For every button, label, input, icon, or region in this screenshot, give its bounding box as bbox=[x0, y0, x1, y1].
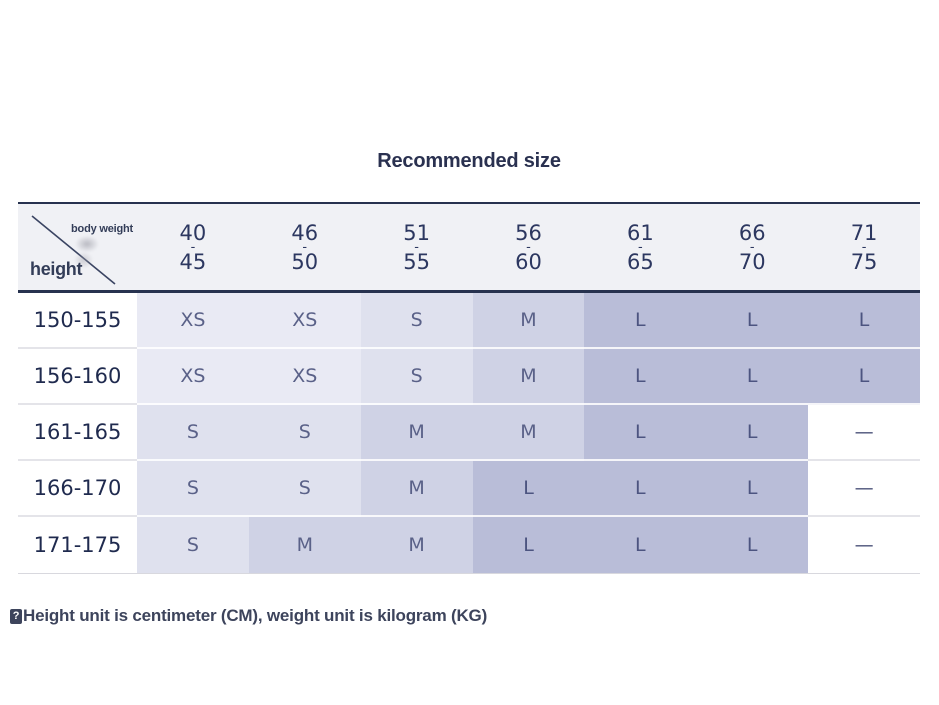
size-cell: M bbox=[360, 461, 473, 517]
size-cell: M bbox=[360, 405, 473, 461]
weight-to: 60 bbox=[515, 249, 542, 274]
weight-dash: - bbox=[302, 239, 308, 255]
size-cell: L bbox=[584, 461, 697, 517]
weight-from: 51 bbox=[403, 220, 430, 245]
body-weight-axis-label: body weight bbox=[71, 223, 133, 235]
height-axis-label: height bbox=[30, 259, 83, 279]
weight-to: 65 bbox=[626, 249, 654, 274]
size-cell: XS bbox=[248, 349, 361, 405]
weight-dash: - bbox=[190, 239, 196, 255]
footnote-text: Height unit is centimeter (CM), weight u… bbox=[23, 606, 488, 625]
weight-to: 55 bbox=[403, 249, 430, 274]
weight-from: 46 bbox=[291, 220, 319, 245]
size-cell: M bbox=[472, 405, 585, 461]
weight-from: 66 bbox=[738, 220, 766, 245]
size-cell: L bbox=[808, 349, 920, 405]
weight-to: 50 bbox=[291, 249, 319, 274]
height-range-label: 150-155 bbox=[18, 293, 137, 349]
size-cell: L bbox=[696, 461, 809, 517]
size-cell: L bbox=[584, 405, 697, 461]
weight-range-header-0: 40-45 bbox=[137, 204, 249, 290]
size-cell: L bbox=[808, 293, 920, 349]
size-cell: S bbox=[137, 517, 249, 573]
size-cell: L bbox=[472, 517, 585, 573]
table-row: 150-155 XS XS S M L L L bbox=[18, 293, 920, 349]
footnote: ? Height unit is centimeter (CM), weight … bbox=[10, 606, 487, 626]
height-range-label: 166-170 bbox=[18, 461, 137, 517]
size-cell: S bbox=[360, 293, 473, 349]
weight-to: 75 bbox=[850, 249, 878, 274]
size-cell: S bbox=[137, 461, 249, 517]
size-cell: L bbox=[696, 293, 809, 349]
size-cell: L bbox=[472, 461, 585, 517]
weight-from: 56 bbox=[515, 220, 542, 245]
height-range-label: 161-165 bbox=[18, 405, 137, 461]
weight-from: 71 bbox=[850, 220, 878, 245]
weight-range-header-6: 71-75 bbox=[808, 204, 920, 290]
size-cell: M bbox=[472, 349, 585, 405]
size-cell: L bbox=[584, 293, 697, 349]
size-cell: XS bbox=[248, 293, 361, 349]
weight-from: 40 bbox=[179, 220, 207, 245]
size-cell: S bbox=[137, 405, 249, 461]
size-cell: L bbox=[696, 405, 809, 461]
size-cell: L bbox=[584, 349, 697, 405]
height-range-label: 156-160 bbox=[18, 349, 137, 405]
missing-glyph: ? bbox=[10, 608, 22, 624]
weight-dash: - bbox=[414, 239, 419, 255]
weight-dash: - bbox=[638, 239, 643, 255]
size-cell: XS bbox=[137, 349, 249, 405]
weight-range-header-3: 56-60 bbox=[473, 204, 585, 290]
size-cell: XS bbox=[137, 293, 249, 349]
table-row: 161-165 S S M M L L — bbox=[18, 405, 920, 461]
size-cell: M bbox=[360, 517, 473, 573]
size-cell: — bbox=[808, 461, 920, 517]
page-title: Recommended size bbox=[377, 150, 561, 172]
diagonal-corner-cell: body weight height bbox=[18, 204, 137, 290]
weight-dash: - bbox=[749, 239, 755, 255]
image-artifact bbox=[70, 232, 104, 272]
weight-to: 45 bbox=[179, 249, 207, 274]
size-recommendation-table: body weight height 40-45 46-50 51-55 56-60 6… bbox=[18, 202, 920, 574]
weight-range-header-2: 51-55 bbox=[361, 204, 473, 290]
weight-range-header-4: 61-65 bbox=[584, 204, 696, 290]
weight-range-header-1: 46-50 bbox=[249, 204, 361, 290]
size-cell: S bbox=[248, 461, 361, 517]
size-cell: S bbox=[248, 405, 361, 461]
size-cell: M bbox=[472, 293, 585, 349]
table-row: 166-170 S S M L L L — bbox=[18, 461, 920, 517]
size-cell: — bbox=[808, 405, 920, 461]
table-row: 156-160 XS XS S M L L L bbox=[18, 349, 920, 405]
size-cell: L bbox=[584, 517, 697, 573]
table-body: 150-155 XS XS S M L L L 156-160 XS XS S M L L L 161-165 S… bbox=[18, 293, 920, 573]
table-row: 171-175 S M M L L L — bbox=[18, 517, 920, 573]
weight-range-header-5: 66-70 bbox=[696, 204, 808, 290]
weight-dash: - bbox=[861, 239, 867, 255]
weight-from: 61 bbox=[626, 220, 654, 245]
table-header-row: body weight height 40-45 46-50 51-55 56-60 6… bbox=[18, 204, 920, 293]
weight-dash: - bbox=[526, 239, 531, 255]
weight-to: 70 bbox=[738, 249, 766, 274]
size-cell: L bbox=[696, 517, 809, 573]
size-cell: S bbox=[360, 349, 473, 405]
size-cell: L bbox=[696, 349, 809, 405]
size-cell: — bbox=[808, 517, 920, 573]
height-range-label: 171-175 bbox=[18, 517, 137, 573]
size-cell: M bbox=[248, 517, 361, 573]
